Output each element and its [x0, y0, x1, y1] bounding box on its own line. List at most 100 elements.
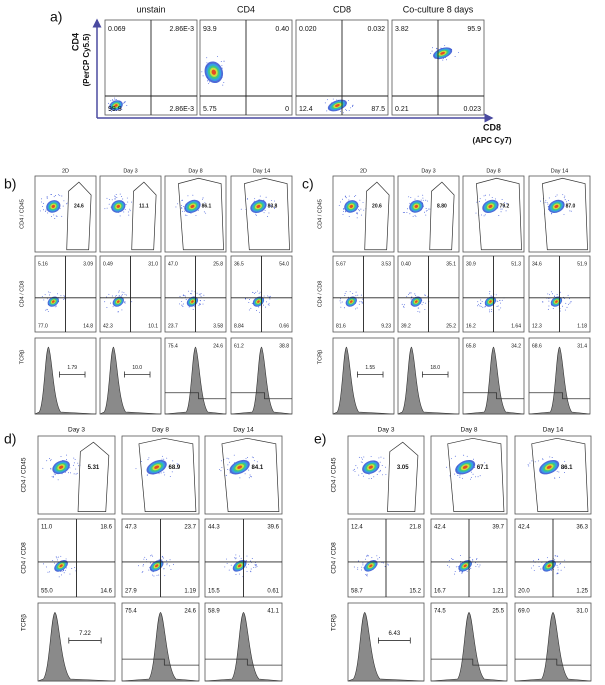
event-dot: [554, 296, 556, 297]
event-dot: [76, 472, 78, 474]
event-dot: [558, 476, 560, 478]
column-title: 2D: [62, 168, 69, 174]
event-dot: [166, 457, 168, 459]
event-dot: [460, 554, 461, 556]
event-dot: [480, 214, 482, 216]
event-dot: [251, 558, 253, 560]
event-dot: [264, 209, 266, 211]
event-dot: [361, 301, 363, 303]
event-dot: [169, 465, 170, 467]
quadrant-value: 39.2: [401, 323, 411, 329]
quadrant-value: 54.0: [279, 261, 289, 267]
event-dot: [422, 197, 424, 199]
event-dot: [362, 562, 364, 564]
gate-bracket: [463, 392, 524, 400]
event-dot: [222, 84, 224, 86]
quadrant-value: 5.75: [203, 106, 217, 113]
density-contour: [116, 204, 121, 208]
event-dot: [253, 460, 255, 462]
event-dot: [39, 210, 41, 212]
quadrant-value: 14.8: [83, 323, 93, 329]
plot-frame: [34, 175, 97, 253]
quadrant-value: 3.53: [381, 261, 391, 267]
event-dot: [347, 100, 349, 101]
event-dot: [182, 295, 184, 297]
event-dot: [268, 304, 270, 306]
quadrant-value: 0.66: [279, 323, 289, 329]
event-dot: [156, 574, 158, 576]
event-dot: [58, 556, 59, 558]
event-dot: [250, 571, 252, 573]
column-title: CD4: [237, 4, 255, 14]
plot-frame: [514, 435, 592, 515]
event-dot: [410, 197, 412, 199]
event-dot: [162, 555, 164, 557]
event-dot: [111, 199, 113, 201]
event-dot: [200, 292, 202, 294]
histogram-value: 7.22: [79, 631, 91, 637]
event-dot: [153, 575, 155, 577]
event-dot: [204, 202, 206, 204]
event-dot: [470, 471, 472, 473]
event-dot: [47, 571, 49, 573]
event-dot: [379, 469, 381, 471]
event-dot: [484, 194, 486, 196]
quadrant-value: 42.3: [103, 323, 113, 329]
event-dot: [181, 304, 183, 306]
event-dot: [131, 301, 133, 303]
event-dot: [452, 558, 454, 560]
event-dot: [554, 477, 556, 479]
event-dot: [171, 471, 173, 473]
event-dot: [259, 311, 260, 313]
event-dot: [190, 293, 192, 295]
event-dot: [172, 460, 174, 462]
event-dot: [161, 559, 163, 561]
event-dot: [403, 212, 405, 214]
panel-label: c): [302, 176, 314, 192]
event-dot: [501, 299, 503, 301]
event-dot: [127, 211, 129, 213]
event-dot: [368, 555, 369, 557]
event-dot: [569, 302, 571, 304]
event-dot: [454, 473, 456, 475]
event-dot: [458, 52, 459, 53]
event-dot: [477, 301, 479, 303]
event-dot: [483, 215, 485, 217]
event-dot: [63, 295, 65, 297]
event-dot: [448, 566, 450, 568]
quadrant-value: 16.7: [434, 589, 446, 595]
event-dot: [57, 293, 59, 295]
event-dot: [53, 475, 54, 477]
event-dot: [343, 210, 344, 212]
event-dot: [370, 456, 372, 458]
event-dot: [361, 302, 363, 304]
event-dot: [158, 574, 160, 576]
row-label: TCRβ: [21, 614, 28, 631]
density-contour: [154, 465, 160, 469]
event-dot: [355, 308, 356, 310]
plot-frame: [121, 435, 200, 515]
event-dot: [480, 302, 482, 304]
event-dot: [111, 295, 113, 297]
quadrant-value: 12.3: [532, 323, 542, 329]
event-dot: [353, 566, 355, 568]
event-dot: [69, 573, 71, 575]
quadrant-value: 5.67: [336, 261, 346, 267]
event-dot: [343, 307, 345, 309]
histogram: [230, 346, 293, 415]
event-dot: [114, 198, 116, 200]
event-dot: [117, 311, 119, 313]
event-dot: [200, 295, 202, 297]
event-dot: [547, 308, 549, 310]
event-dot: [540, 568, 542, 570]
event-dot: [567, 303, 569, 305]
density-contour: [256, 204, 261, 208]
event-dot: [45, 566, 47, 568]
event-dot: [184, 214, 186, 216]
event-dot: [562, 305, 563, 307]
event-dot: [362, 564, 364, 566]
density-contour: [414, 300, 418, 303]
event-dot: [239, 555, 241, 557]
event-dot: [408, 196, 410, 198]
event-dot: [64, 569, 66, 571]
